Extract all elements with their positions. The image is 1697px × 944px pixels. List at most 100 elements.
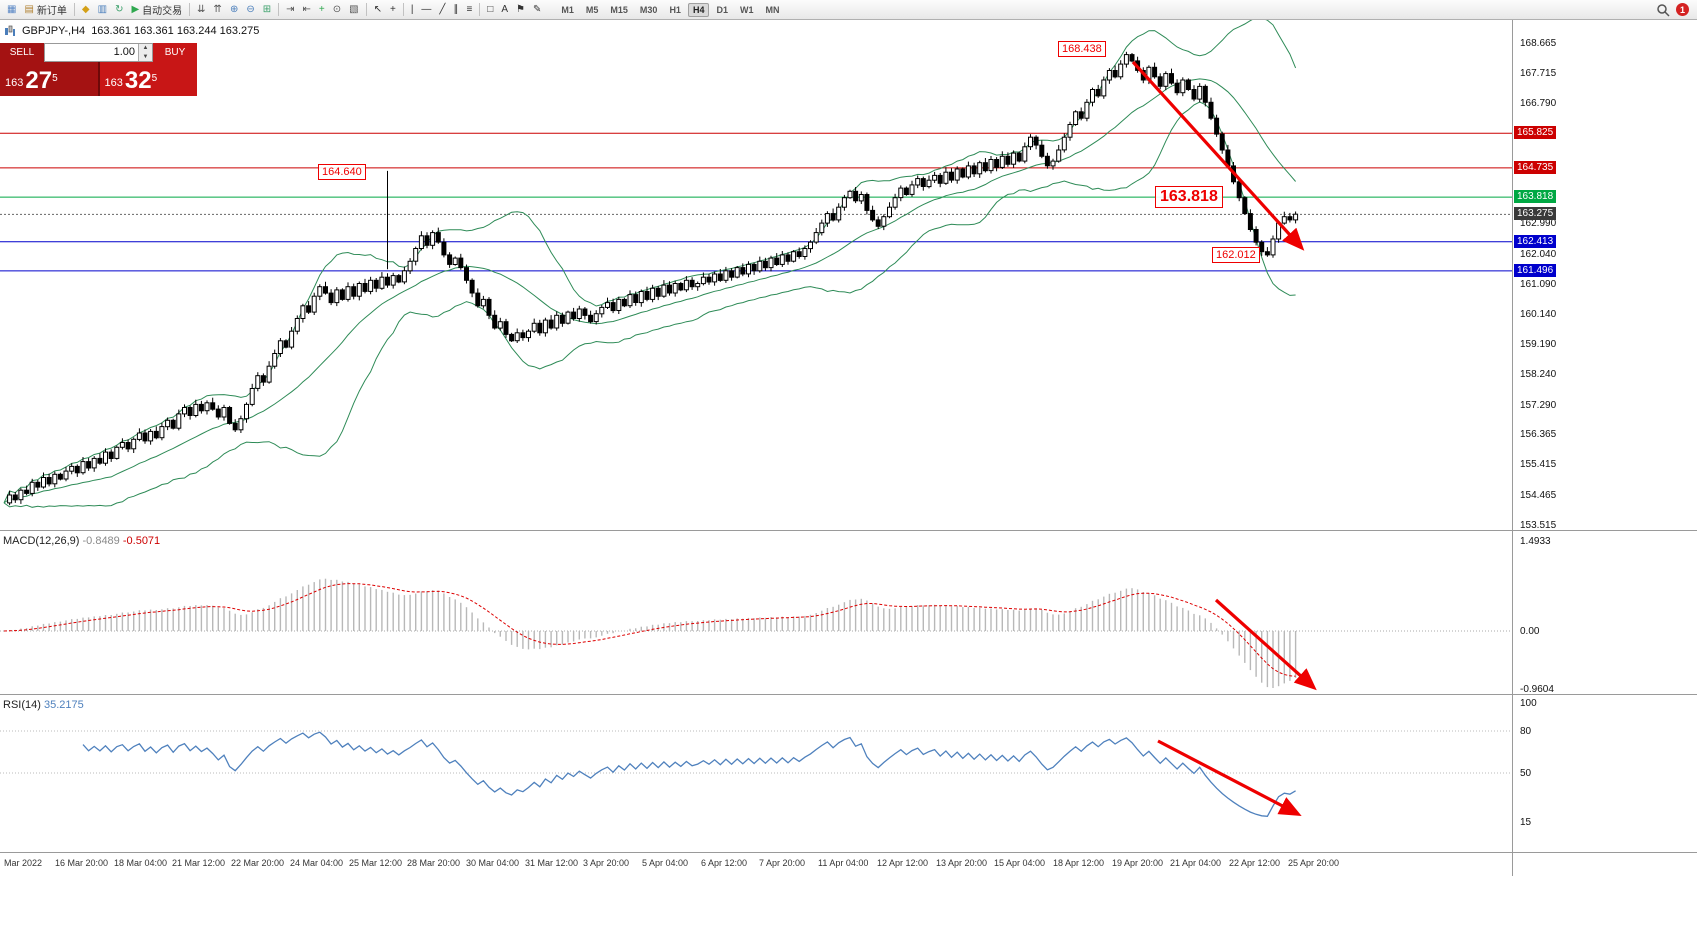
horizontal-line-icon-glyph: —: [421, 3, 432, 15]
data-refresh-icon-glyph: ↻: [115, 3, 124, 15]
price-axis-label: 157.290: [1520, 400, 1557, 411]
timeframe-d1[interactable]: D1: [716, 4, 728, 15]
rsi-axis-label: 80: [1520, 726, 1532, 737]
auto-scroll-icon-glyph: ⇥: [286, 3, 295, 15]
buy-price[interactable]: 163 32 5: [97, 62, 197, 96]
zoom-in-icon-glyph: ⊕: [229, 3, 239, 15]
notification-badge[interactable]: 1: [1676, 3, 1689, 16]
arrow-label-icon[interactable]: ⚑: [512, 1, 529, 19]
rsi-axis-label: 100: [1520, 698, 1537, 709]
toolbar-separator: [365, 3, 367, 16]
time-axis-label: 28 Mar 20:00: [407, 858, 461, 868]
top-toolbar: ▦ ▤ 新订单 ◆ ▥ ↻ ▶ 自动交易 ⇊ ⇈ ⊕ ⊖ ⊞ ⇥ ⇤ + ⊙ ▧ ↖ + | — ╱ ∥ ≡ □ A ⚑ ✎ M1 M5 M1…: [0, 0, 1697, 20]
price-annotation[interactable]: 164.640: [318, 164, 366, 180]
timeframe-mn[interactable]: MN: [765, 4, 780, 15]
buy-price-prefix: 163: [104, 77, 123, 89]
panel-divider-rsi[interactable]: [0, 694, 1697, 695]
zoom-out-icon[interactable]: ⊖: [242, 1, 258, 19]
volume-down-button[interactable]: ▼: [139, 52, 152, 61]
volume-input[interactable]: 1.00 ▲ ▼: [44, 43, 153, 62]
timeframe-m30[interactable]: M30: [639, 4, 658, 15]
auto-trading-button[interactable]: ▶ 自动交易: [127, 1, 186, 19]
draw-tools-icon-glyph: ✎: [532, 3, 542, 15]
macd-main-value: -0.8489: [82, 535, 120, 547]
price-scale[interactable]: 168.665 167.715 166.790 162.990 162.040 161.0…: [1512, 0, 1697, 944]
auto-scroll-icon[interactable]: ⇥: [282, 1, 298, 19]
sell-price-sup: 5: [52, 73, 58, 84]
time-axis-label: 22 Apr 12:00: [1229, 858, 1281, 868]
volume-up-button[interactable]: ▲: [139, 44, 152, 53]
price-annotation[interactable]: 163.818: [1155, 186, 1223, 208]
trendline-icon[interactable]: ╱: [435, 1, 449, 19]
price-axis-label: 162.990: [1520, 218, 1557, 229]
profiles-icon[interactable]: ◆: [78, 1, 94, 19]
current-price-badge: 163.275: [1514, 207, 1557, 220]
new-order-button[interactable]: ▤ 新订单: [20, 1, 70, 19]
panel-divider-macd[interactable]: [0, 530, 1697, 531]
timeframe-m5[interactable]: M5: [585, 4, 599, 15]
fibonacci-icon[interactable]: ≡: [462, 1, 476, 19]
sell-price[interactable]: 163 27 5: [0, 62, 98, 96]
sort-ascending-icon-glyph: ⇈: [213, 3, 222, 15]
one-click-trade-panel: SELL 1.00 ▲ ▼ BUY 163 27 5 163 32 5: [0, 43, 197, 96]
text-icon[interactable]: A: [497, 1, 512, 19]
toolbar-separator: [278, 3, 280, 16]
time-axis-label: 31 Mar 12:00: [525, 858, 579, 868]
price-level-badge: 161.496: [1514, 264, 1557, 277]
macd-axis-label: -0.9604: [1520, 684, 1554, 695]
market-watch-icon[interactable]: ▥: [94, 1, 111, 19]
timeframe-m1[interactable]: M1: [561, 4, 574, 15]
vertical-line-icon[interactable]: |: [407, 1, 418, 19]
time-scale[interactable]: Mar 2022 16 Mar 20:00 18 Mar 04:00 21 Mar 1…: [0, 852, 1512, 878]
timeframe-h1[interactable]: H1: [669, 4, 681, 15]
rsi-axis-label: 50: [1520, 768, 1532, 779]
data-refresh-icon[interactable]: ↻: [111, 1, 127, 19]
shapes-icon[interactable]: □: [483, 1, 497, 19]
horizontal-line-icon[interactable]: —: [417, 1, 435, 19]
chart-plot-area[interactable]: [0, 20, 1512, 876]
buy-button[interactable]: BUY: [153, 43, 197, 62]
crosshair-icon[interactable]: +: [386, 1, 400, 19]
chart-window-icon[interactable]: ▦: [3, 1, 20, 19]
toolbar-separator: [402, 3, 404, 16]
sell-button[interactable]: SELL: [0, 43, 44, 62]
timeframe-m15[interactable]: M15: [610, 4, 628, 15]
templates-icon[interactable]: ▧: [345, 1, 362, 19]
channel-icon[interactable]: ∥: [449, 1, 462, 19]
zoom-in-icon[interactable]: ⊕: [226, 1, 242, 19]
timeframe-h4[interactable]: H4: [687, 2, 710, 17]
tile-windows-icon[interactable]: ⊞: [259, 1, 275, 19]
volume-value[interactable]: 1.00: [113, 46, 135, 58]
price-scale-divider: [1512, 20, 1513, 876]
sort-ascending-icon[interactable]: ⇈: [210, 1, 226, 19]
sort-descending-icon[interactable]: ⇊: [193, 1, 209, 19]
auto-trading-button-glyph: ▶: [131, 3, 140, 15]
volume-stepper: ▲ ▼: [138, 44, 152, 61]
add-indicator-button[interactable]: +: [315, 1, 329, 19]
search-icon[interactable]: [1656, 3, 1670, 17]
auto-trading-button-label: 自动交易: [142, 6, 183, 17]
time-axis-label: 16 Mar 20:00: [55, 858, 109, 868]
periods-icon[interactable]: ⊙: [329, 1, 345, 19]
vertical-line-icon-glyph: |: [410, 3, 414, 15]
time-axis-label: 3 Apr 20:00: [583, 858, 630, 868]
price-annotation[interactable]: 168.438: [1058, 41, 1106, 57]
cursor-icon[interactable]: ↖: [370, 1, 386, 19]
symbol-title: GBPJPY-,H4: [22, 25, 86, 37]
rsi-indicator-label: RSI(14) 35.2175: [3, 699, 84, 711]
price-axis-label: 160.140: [1520, 309, 1557, 320]
price-axis-label: 166.790: [1520, 98, 1557, 109]
price-level-badge: 165.825: [1514, 126, 1557, 139]
add-indicator-button-glyph: +: [318, 3, 325, 15]
draw-tools-icon[interactable]: ✎: [529, 1, 545, 19]
time-axis-label: 25 Mar 12:00: [349, 858, 403, 868]
timeframe-w1[interactable]: W1: [739, 4, 754, 15]
buy-price-big: 32: [124, 67, 152, 94]
time-axis-label: 18 Apr 12:00: [1053, 858, 1105, 868]
zoom-out-icon-glyph: ⊖: [246, 3, 255, 15]
text-icon-glyph: A: [501, 3, 509, 15]
price-axis-label: 158.240: [1520, 369, 1557, 380]
price-annotation[interactable]: 162.012: [1212, 247, 1260, 263]
chart-shift-icon[interactable]: ⇤: [299, 1, 315, 19]
